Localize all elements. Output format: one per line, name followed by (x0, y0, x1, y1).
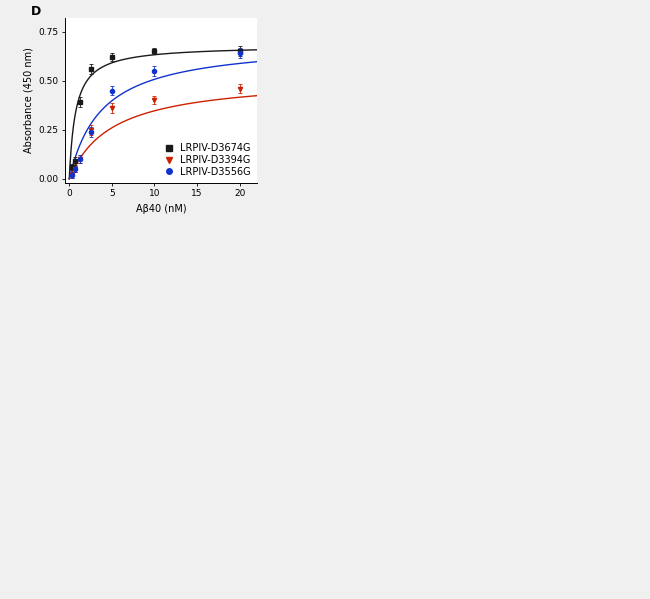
Y-axis label: Absorbance (450 nm): Absorbance (450 nm) (23, 47, 33, 153)
Text: D: D (31, 5, 41, 18)
X-axis label: Aβ40 (nM): Aβ40 (nM) (136, 204, 186, 213)
Legend: LRPIV-D3674G, LRPIV-D3394G, LRPIV-D3556G: LRPIV-D3674G, LRPIV-D3394G, LRPIV-D3556G (158, 142, 252, 178)
